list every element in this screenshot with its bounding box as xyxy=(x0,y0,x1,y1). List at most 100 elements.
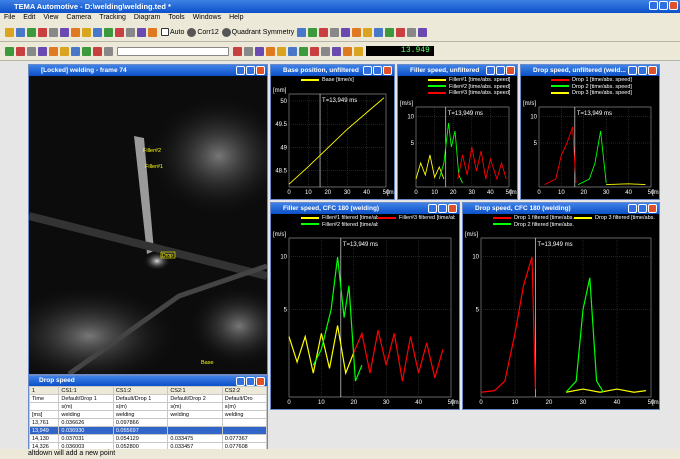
diagram-window: Drop speed, CFC 180 (welding) Drop 1 filt… xyxy=(462,202,660,410)
tool-button[interactable] xyxy=(137,27,146,37)
diagram-window: Base position, unfiltered Base [time/x] [m… xyxy=(270,64,395,200)
window-button[interactable] xyxy=(428,204,437,213)
tool-button[interactable] xyxy=(38,27,47,37)
diagram-title: Drop speed, CFC 180 (welding) xyxy=(475,205,571,212)
tool-button[interactable] xyxy=(331,46,341,56)
window-button[interactable] xyxy=(496,66,505,75)
tool-button[interactable] xyxy=(38,46,47,56)
auto-label[interactable]: Auto xyxy=(169,29,185,36)
x-tick-label: 50 xyxy=(648,400,655,406)
table-row[interactable]: [ms] welding welding welding welding xyxy=(29,410,267,419)
window-button[interactable] xyxy=(638,204,647,213)
window-button[interactable] xyxy=(438,204,447,213)
window-button[interactable] xyxy=(448,204,457,213)
x-unit: [ms] xyxy=(452,400,459,406)
tool-button[interactable] xyxy=(5,27,14,37)
tool-button[interactable] xyxy=(148,27,157,37)
tool-button[interactable] xyxy=(27,27,36,37)
window-button[interactable] xyxy=(383,66,392,75)
window-button[interactable] xyxy=(373,66,382,75)
tool-button[interactable] xyxy=(342,46,352,56)
tool-button[interactable] xyxy=(298,46,308,56)
tool-button[interactable] xyxy=(254,46,264,56)
table-row[interactable]: s(m) s(m) s(m) s(m) xyxy=(29,402,267,411)
window-buttons[interactable] xyxy=(628,66,657,75)
tool-button[interactable] xyxy=(243,46,253,56)
tool-button[interactable] xyxy=(308,27,318,37)
tool-button[interactable] xyxy=(353,46,363,56)
menu-item[interactable]: File xyxy=(4,14,16,21)
tool-button[interactable] xyxy=(418,27,428,37)
menu-item[interactable]: Tools xyxy=(168,14,185,21)
tool-button[interactable] xyxy=(309,46,319,56)
marker-label: Drop xyxy=(162,253,173,259)
tool-button[interactable] xyxy=(49,46,58,56)
tool-button[interactable] xyxy=(341,27,351,37)
tool-button[interactable] xyxy=(71,46,80,56)
window-button[interactable] xyxy=(363,66,372,75)
menu-item[interactable]: Tracking xyxy=(99,14,126,21)
tool-button[interactable] xyxy=(363,27,373,37)
tool-button[interactable] xyxy=(276,46,286,56)
x-tick-label: 40 xyxy=(625,190,632,196)
tool-button[interactable] xyxy=(115,27,124,37)
window-button[interactable] xyxy=(628,66,637,75)
tool-button[interactable] xyxy=(60,27,69,37)
legend-swatch xyxy=(428,91,446,94)
tool-button[interactable] xyxy=(330,27,340,37)
tool-button[interactable] xyxy=(232,46,242,56)
tool-button[interactable] xyxy=(297,27,307,37)
window-button[interactable] xyxy=(628,204,637,213)
legend-swatch xyxy=(301,216,319,219)
tool-button[interactable] xyxy=(16,27,25,37)
tool-button[interactable] xyxy=(93,27,102,37)
tool-button[interactable] xyxy=(16,46,25,56)
tool-button[interactable] xyxy=(265,46,275,56)
legend-entry: Filler#3 [time/abs. speed] xyxy=(428,90,513,97)
tool-button[interactable] xyxy=(82,46,91,56)
window-button[interactable] xyxy=(648,204,657,213)
tool-button[interactable] xyxy=(385,27,395,37)
y-tick-label: 10 xyxy=(407,114,414,120)
tool-button[interactable] xyxy=(60,46,69,56)
corr-label[interactable]: Corr12 xyxy=(197,29,219,36)
table-row[interactable]: 13,949 0.036930 0.055697 xyxy=(29,426,267,435)
tool-button[interactable] xyxy=(82,27,91,37)
tool-button[interactable] xyxy=(320,46,330,56)
tool-button[interactable] xyxy=(49,27,58,37)
tool-button[interactable] xyxy=(104,46,113,56)
tool-button[interactable] xyxy=(27,46,36,56)
table-row[interactable]: Time Default/Drop 1 Default/Drop 1 Default/… xyxy=(29,394,267,403)
window-buttons[interactable] xyxy=(628,204,657,213)
window-button[interactable] xyxy=(506,66,515,75)
window-buttons[interactable] xyxy=(649,1,678,10)
window-buttons[interactable] xyxy=(363,66,392,75)
tool-button[interactable] xyxy=(93,46,102,56)
menu-item[interactable]: Help xyxy=(229,14,244,21)
menu-item[interactable]: View xyxy=(43,14,59,21)
tool-button[interactable] xyxy=(319,27,329,37)
tool-button[interactable] xyxy=(5,46,14,56)
symmetry-label[interactable]: Quadrant Symmetry xyxy=(231,29,295,36)
table-row[interactable]: 14,326 0.036003 0.052800 0.033457 0.077608 xyxy=(29,442,267,450)
window-buttons[interactable] xyxy=(486,66,515,75)
tool-button[interactable] xyxy=(126,27,135,37)
tool-button[interactable] xyxy=(374,27,384,37)
table-row[interactable]: 13,761 0.036626 0.097866 xyxy=(29,418,267,427)
menu-item[interactable]: Camera xyxy=(66,14,92,21)
window-button[interactable] xyxy=(648,66,657,75)
tool-button[interactable] xyxy=(396,27,406,37)
tool-button[interactable] xyxy=(71,27,80,37)
tool-button[interactable] xyxy=(287,46,297,56)
window-buttons[interactable] xyxy=(428,204,457,213)
menu-item[interactable]: Windows xyxy=(192,14,222,21)
table-row[interactable]: 14,130 0.037031 0.054129 0.033475 0.077367 xyxy=(29,434,267,443)
window-button[interactable] xyxy=(486,66,495,75)
menu-item[interactable]: Diagram xyxy=(133,14,161,21)
tool-button[interactable] xyxy=(104,27,113,37)
tool-button[interactable] xyxy=(352,27,362,37)
menu-item[interactable]: Edit xyxy=(23,14,36,21)
tool-button[interactable] xyxy=(407,27,417,37)
window-button[interactable] xyxy=(638,66,647,75)
